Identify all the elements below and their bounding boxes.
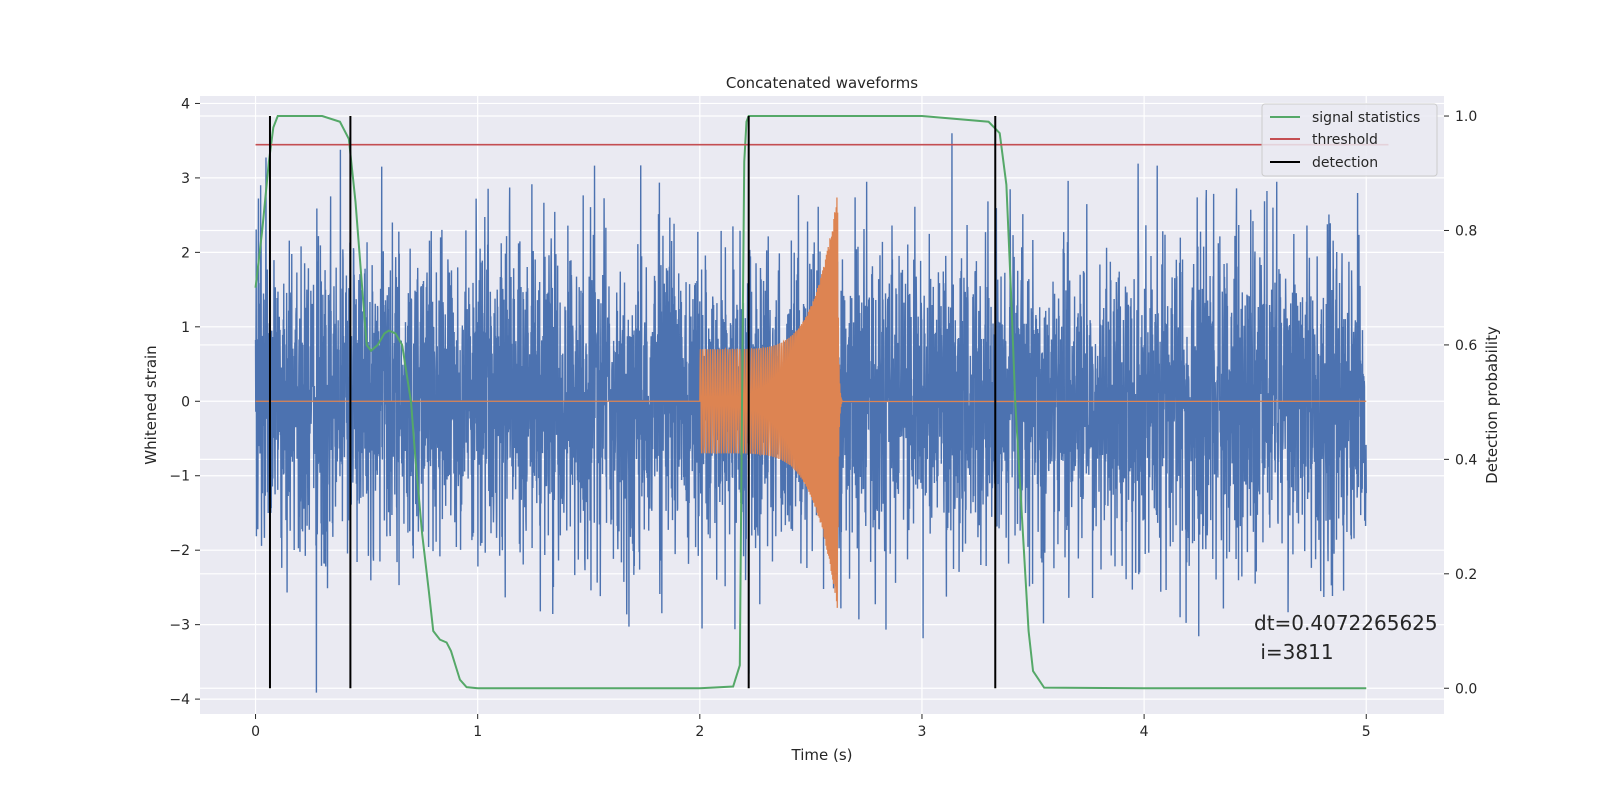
y2-tick-label: 0.2 bbox=[1455, 567, 1477, 583]
y2-tick-label: 0.8 bbox=[1455, 223, 1477, 239]
injected-waveform-line bbox=[255, 197, 1367, 608]
legend-box bbox=[1261, 103, 1438, 177]
legend-signal-statistics-label: signal statistics bbox=[1312, 110, 1420, 126]
legend-threshold-label: threshold bbox=[1312, 132, 1378, 148]
y-tick-label: −1 bbox=[169, 469, 190, 485]
x-tick-label: 3 bbox=[918, 724, 927, 740]
x-tick-label: 4 bbox=[1140, 724, 1149, 740]
detection-lines bbox=[268, 116, 997, 689]
y-axis-label: Whitened strain bbox=[142, 345, 160, 464]
y-tick-label: −4 bbox=[169, 692, 190, 708]
legend: signal statistics threshold detection bbox=[1261, 103, 1438, 177]
y2-tick-label: 0.0 bbox=[1455, 681, 1477, 697]
y-tick-label: −3 bbox=[169, 618, 190, 634]
y2-tick-label: 0.6 bbox=[1455, 338, 1477, 354]
x-tick-label: 5 bbox=[1362, 724, 1371, 740]
x-axis-ticks: 0 1 2 3 4 5 bbox=[251, 714, 1371, 740]
y2-tick-label: 0.4 bbox=[1455, 452, 1477, 468]
y-axis-ticks: −4 −3 −2 −1 0 1 2 3 4 bbox=[169, 96, 200, 708]
x-tick-label: 1 bbox=[473, 724, 482, 740]
y-tick-label: 1 bbox=[181, 320, 190, 336]
annotation-dt: dt=0.4072265625 bbox=[1254, 611, 1438, 635]
y-tick-label: 3 bbox=[181, 171, 190, 187]
y-tick-label: 4 bbox=[181, 96, 190, 112]
y-tick-label: 2 bbox=[181, 245, 190, 261]
y2-tick-label: 1.0 bbox=[1455, 109, 1477, 125]
x-axis-label: Time (s) bbox=[791, 746, 853, 764]
x-tick-label: 2 bbox=[695, 724, 704, 740]
signal-statistics-line bbox=[254, 115, 1367, 690]
annotation-i: i=3811 bbox=[1254, 640, 1334, 664]
y-tick-label: −2 bbox=[169, 543, 190, 559]
legend-detection-label: detection bbox=[1312, 155, 1378, 171]
chart-title: Concatenated waveforms bbox=[726, 74, 918, 92]
x-tick-label: 0 bbox=[251, 724, 260, 740]
y2-axis-ticks: 0.0 0.2 0.4 0.6 0.8 1.0 bbox=[1444, 109, 1477, 697]
y-tick-label: 0 bbox=[181, 394, 190, 410]
y2-axis-label: Detection probability bbox=[1483, 326, 1501, 484]
